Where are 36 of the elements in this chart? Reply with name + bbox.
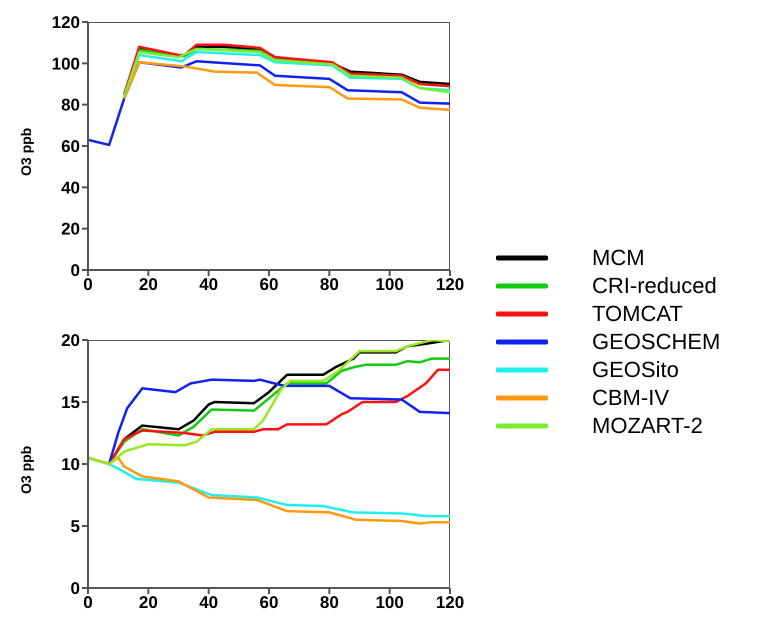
x-tick-label: 120	[436, 593, 464, 612]
y-tick-label: 80	[61, 96, 80, 115]
x-tick-label: 60	[260, 593, 278, 612]
y-tick-label: 100	[52, 54, 80, 74]
y-tick-label: 40	[61, 178, 80, 198]
x-tick-label: 100	[375, 275, 404, 294]
y-tick-label: 20	[61, 331, 80, 350]
x-tick-label: 20	[138, 275, 158, 294]
y-tick-label: 60	[61, 137, 80, 156]
x-tick-label: 120	[436, 275, 464, 294]
legend-label: CBM-IV	[592, 385, 669, 411]
x-tick-label: 100	[375, 593, 404, 612]
x-tick-label: 0	[83, 593, 93, 612]
legend-label: MCM	[592, 245, 645, 271]
y-tick-label: 0	[70, 579, 80, 598]
y-axis-title: O3 ppb	[18, 446, 34, 494]
y-tick-label: 15	[61, 393, 80, 412]
x-tick-label: 80	[320, 593, 339, 612]
y-tick-label: 0	[70, 261, 80, 280]
legend-label: MOZART-2	[592, 413, 703, 439]
x-tick-label: 60	[260, 275, 278, 294]
x-tick-label: 40	[199, 593, 218, 612]
legend-label: GEOSito	[592, 357, 679, 383]
line-series	[122, 61, 450, 112]
x-tick-label: 20	[138, 593, 158, 612]
x-tick-label: 80	[320, 275, 339, 294]
x-tick-label: 0	[83, 275, 93, 294]
legend-label: TOMCAT	[592, 301, 683, 327]
y-tick-label: 5	[70, 517, 80, 536]
legend-label: CRI-reduced	[592, 273, 717, 299]
x-tick-label: 40	[199, 275, 218, 294]
y-tick-label: 120	[52, 13, 80, 32]
y-axis-title: O3 ppb	[18, 128, 34, 176]
y-tick-label: 10	[61, 455, 80, 474]
y-tick-label: 20	[61, 220, 80, 239]
legend-label: GEOSCHEM	[592, 329, 720, 355]
